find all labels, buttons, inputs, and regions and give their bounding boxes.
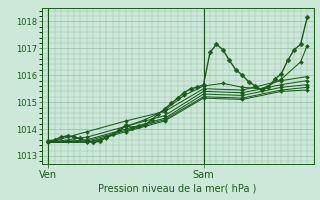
- X-axis label: Pression niveau de la mer( hPa ): Pression niveau de la mer( hPa ): [99, 184, 257, 194]
